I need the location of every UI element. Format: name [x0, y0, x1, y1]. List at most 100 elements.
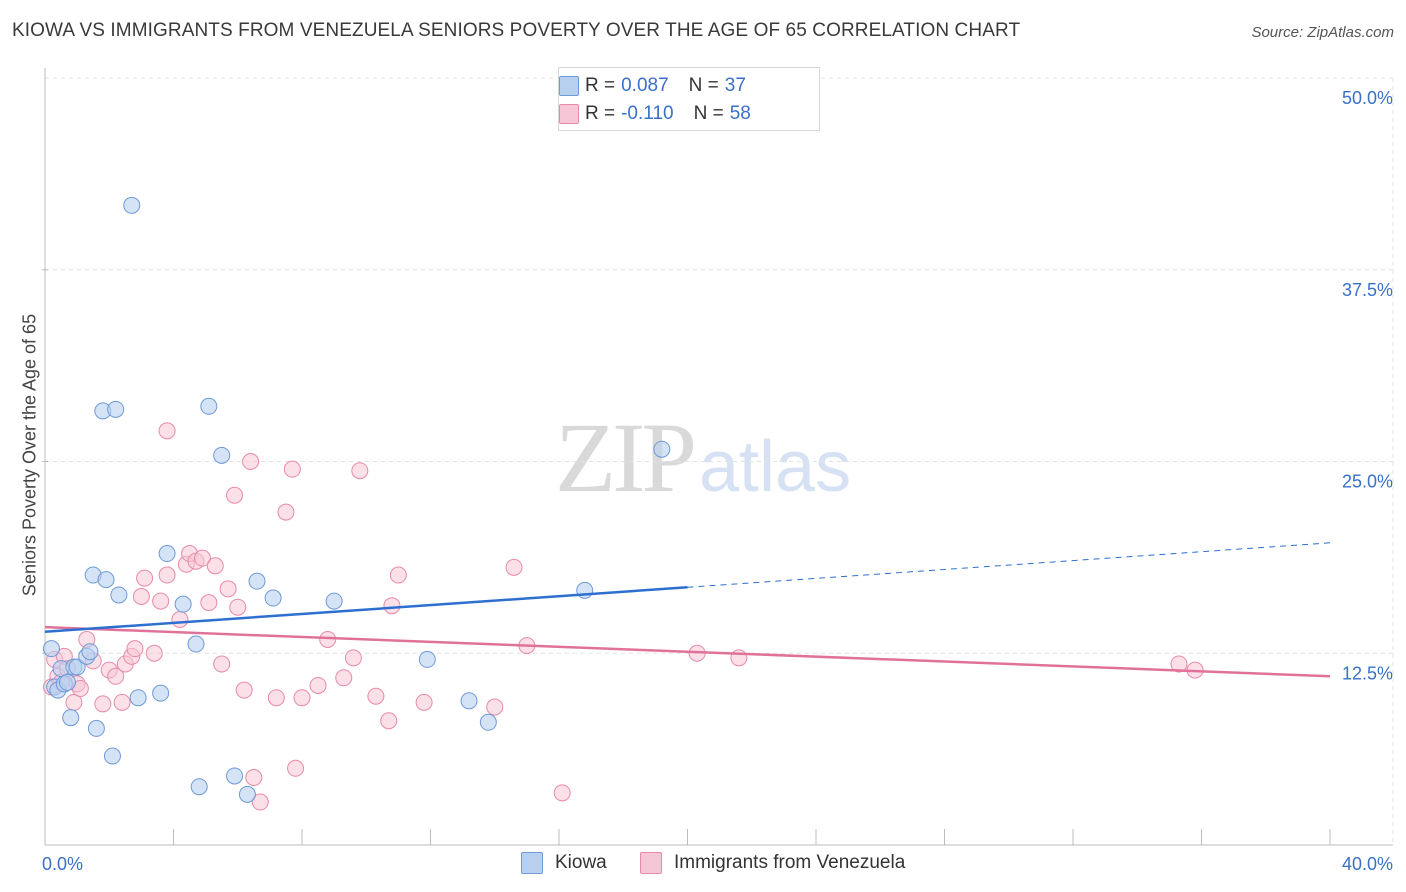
venezuela-point: [171, 611, 189, 629]
y-tick-label: 25.0%: [1342, 472, 1393, 492]
kiowa-point: [187, 635, 205, 653]
venezuela-swatch: [640, 852, 662, 874]
kiowa-point: [42, 640, 60, 658]
legend-item-venezuela: Immigrants from Venezuela: [640, 852, 905, 874]
kiowa-point: [110, 586, 128, 604]
kiowa-point: [107, 400, 125, 418]
legend-row-venezuela: R = -0.110 N = 58: [559, 102, 751, 126]
kiowa-point: [174, 595, 192, 613]
venezuela-points: [42, 422, 1204, 811]
x-tick-label: 0.0%: [42, 854, 83, 874]
venezuela-point: [486, 698, 504, 716]
kiowa-point: [129, 689, 147, 707]
venezuela-point: [283, 460, 301, 478]
venezuela-point: [415, 693, 433, 711]
legend-item-kiowa: Kiowa: [521, 852, 607, 874]
venezuela-point: [245, 769, 263, 787]
y-tick-label: 37.5%: [1342, 280, 1393, 300]
kiowa-swatch: [521, 852, 543, 874]
kiowa-point: [460, 692, 478, 710]
legend-label-kiowa: Kiowa: [555, 852, 607, 873]
venezuela-point: [319, 630, 337, 648]
venezuela-point: [242, 453, 260, 470]
venezuela-point: [251, 793, 269, 811]
kiowa-point: [226, 767, 244, 785]
venezuela-point: [226, 486, 244, 504]
kiowa-point: [325, 592, 343, 610]
kiowa-point: [248, 572, 266, 590]
kiowa-point: [213, 446, 231, 464]
venezuela-point: [126, 640, 144, 658]
venezuela-point: [287, 759, 305, 777]
venezuela-point: [152, 592, 170, 610]
venezuela-point: [158, 422, 176, 440]
venezuela-point: [145, 644, 163, 662]
axes: [42, 68, 1393, 846]
kiowa-point: [103, 747, 121, 765]
kiowa-point: [200, 397, 218, 415]
venezuela-point: [132, 587, 150, 605]
kiowa-point: [418, 650, 436, 668]
watermark-atlas: atlas: [699, 427, 852, 507]
watermark: ZIPatlas: [555, 400, 851, 515]
venezuela-point: [293, 689, 311, 707]
kiowa-point: [68, 658, 86, 676]
legend-label-venezuela: Immigrants from Venezuela: [674, 852, 906, 873]
venezuela-point: [553, 784, 571, 802]
venezuela-point: [206, 557, 224, 575]
trend-lines: [44, 542, 1331, 678]
kiowa-point: [58, 673, 76, 691]
venezuela-point: [351, 462, 369, 480]
kiowa-point: [123, 196, 141, 214]
kiowa-point: [479, 713, 497, 731]
kiowa-point: [97, 571, 115, 589]
venezuela-point: [1170, 655, 1188, 673]
venezuela-point: [219, 580, 237, 598]
kiowa-trend-extension: [687, 542, 1331, 588]
correlation-legend: R = 0.087 N = 37 R = -0.110 N = 58: [558, 67, 820, 131]
kiowa-point: [87, 719, 105, 737]
venezuela-point: [235, 681, 253, 699]
x-tick-label: 40.0%: [1342, 854, 1393, 874]
chart-title: KIOWA VS IMMIGRANTS FROM VENEZUELA SENIO…: [12, 20, 1021, 41]
venezuela-point: [344, 649, 362, 667]
n-label: N =: [693, 103, 724, 124]
kiowa-point: [264, 589, 282, 607]
venezuela-point: [505, 558, 523, 576]
n-value: 37: [724, 75, 746, 96]
series-legend: Kiowa Immigrants from Venezuela: [0, 852, 1406, 878]
watermark-zip: ZIP: [555, 402, 697, 513]
kiowa-point: [152, 684, 170, 702]
kiowa-swatch: [559, 76, 579, 96]
legend-row-kiowa: R = 0.087 N = 37: [559, 74, 746, 98]
venezuela-swatch: [559, 104, 579, 124]
tick-labels: 12.5% 25.0% 37.5% 50.0% 0.0% 40.0%: [42, 88, 1393, 874]
venezuela-point: [229, 598, 247, 616]
venezuela-point: [367, 687, 385, 705]
r-value: -0.110: [621, 103, 674, 124]
kiowa-points: [42, 196, 671, 803]
r-value: 0.087: [621, 75, 669, 96]
venezuela-point: [193, 549, 211, 567]
y-tick-label: 12.5%: [1342, 663, 1393, 683]
venezuela-point: [309, 676, 327, 694]
r-label: R =: [585, 103, 616, 124]
kiowa-point: [653, 440, 671, 458]
venezuela-point: [383, 597, 401, 615]
source-credit: Source: ZipAtlas.com: [1251, 24, 1394, 41]
venezuela-point: [113, 693, 131, 711]
n-label: N =: [688, 75, 719, 96]
kiowa-point: [190, 778, 208, 796]
venezuela-point: [213, 655, 231, 673]
y-tick-label: 50.0%: [1342, 88, 1393, 108]
r-label: R =: [585, 75, 616, 96]
venezuela-point: [380, 712, 398, 730]
kiowa-point: [158, 545, 176, 563]
kiowa-point: [238, 785, 256, 803]
kiowa-point: [81, 643, 99, 661]
venezuela-point: [200, 594, 218, 612]
venezuela-point: [107, 667, 125, 685]
venezuela-point: [136, 569, 154, 587]
kiowa-point: [62, 709, 80, 727]
